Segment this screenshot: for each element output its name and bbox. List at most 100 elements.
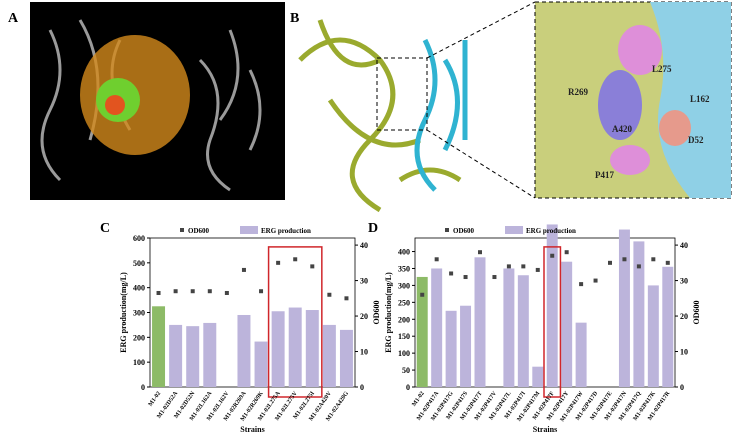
od-point xyxy=(190,289,195,294)
y2-tick-label: 40 xyxy=(680,241,688,250)
y-axis-title: ERG production(mg/L) xyxy=(119,272,128,353)
y-tick-label: 500 xyxy=(133,259,145,268)
legend-swatch xyxy=(505,226,523,234)
highlight-box xyxy=(267,246,323,398)
od-point xyxy=(478,250,482,255)
od-point xyxy=(420,292,425,297)
residue-label: A420 xyxy=(612,124,632,134)
legend-marker xyxy=(180,228,184,232)
y2-tick-label: 30 xyxy=(680,277,688,286)
od-point xyxy=(622,257,627,262)
legend-entry: OD600 xyxy=(188,227,210,235)
bar xyxy=(618,229,630,387)
inset-region xyxy=(610,145,650,175)
y-tick-label: 300 xyxy=(398,281,410,290)
y2-tick-label: 40 xyxy=(360,241,368,250)
inset-region xyxy=(598,70,642,140)
x-axis-title: Strains xyxy=(240,425,264,434)
bar xyxy=(271,311,285,387)
od-point xyxy=(636,264,641,269)
bar xyxy=(575,322,587,387)
bar xyxy=(237,314,251,387)
bar xyxy=(662,266,674,387)
od-point xyxy=(327,292,332,297)
inset-region xyxy=(659,110,691,146)
od-point xyxy=(434,257,439,262)
od-point xyxy=(310,264,315,269)
y2-tick-label: 10 xyxy=(360,348,368,357)
legend-entry: ERG production xyxy=(526,227,576,235)
od-point xyxy=(564,250,569,255)
panel-label: A xyxy=(8,11,19,26)
protein-b xyxy=(298,19,468,213)
od-point xyxy=(207,289,212,294)
bar xyxy=(474,257,486,387)
od-point xyxy=(651,257,656,262)
x-tick-label: M1-02 xyxy=(411,391,425,408)
bar xyxy=(561,261,573,387)
residue-label: P417 xyxy=(595,170,614,180)
legend-swatch xyxy=(240,226,258,234)
bar xyxy=(503,268,515,387)
y-tick-label: 200 xyxy=(398,315,410,324)
od-point xyxy=(344,296,349,301)
bar xyxy=(633,241,645,387)
y2-axis-title: OD600 xyxy=(372,301,381,325)
od-point xyxy=(550,253,555,258)
x-tick-label: M1-02 xyxy=(148,391,162,408)
od-point xyxy=(224,290,229,295)
y-tick-label: 150 xyxy=(398,332,410,341)
y-tick-label: 400 xyxy=(398,248,410,257)
y2-tick-label: 0 xyxy=(680,383,684,392)
od-point xyxy=(492,275,497,280)
od-point xyxy=(506,264,511,269)
od-point xyxy=(156,290,161,295)
bar xyxy=(460,305,472,387)
y-tick-label: 0 xyxy=(141,383,145,392)
od-point xyxy=(521,264,526,269)
bar xyxy=(288,307,302,387)
y-tick-label: 50 xyxy=(402,366,410,375)
bar xyxy=(546,224,558,387)
bar xyxy=(339,329,353,387)
od-point xyxy=(463,275,468,280)
bar xyxy=(186,326,200,387)
od-point xyxy=(259,289,264,294)
panel-label: C xyxy=(100,221,110,236)
od-point xyxy=(293,257,298,262)
y-tick-label: 100 xyxy=(133,358,145,367)
bar xyxy=(169,324,183,387)
y-tick-label: 0 xyxy=(406,383,410,392)
y2-tick-label: 10 xyxy=(680,348,688,357)
od-point xyxy=(608,260,612,265)
bar xyxy=(647,285,659,387)
y-tick-label: 350 xyxy=(398,264,410,273)
zoom-line xyxy=(426,1,536,59)
y-tick-label: 100 xyxy=(398,349,410,358)
od-point xyxy=(593,278,598,283)
bar xyxy=(152,306,166,387)
y2-axis-title: OD600 xyxy=(692,301,701,325)
residue-label: D52 xyxy=(688,135,704,145)
bar xyxy=(203,322,217,387)
y-tick-label: 250 xyxy=(398,298,410,307)
bar xyxy=(517,275,529,387)
od-point xyxy=(579,282,584,287)
od-point xyxy=(449,271,454,276)
od-point xyxy=(276,260,281,265)
y2-tick-label: 20 xyxy=(680,312,688,321)
od-point xyxy=(241,267,246,272)
y2-tick-label: 0 xyxy=(360,383,364,392)
legend-entry: OD600 xyxy=(453,227,475,235)
inset-region xyxy=(618,25,662,75)
plot-frame xyxy=(414,237,676,388)
legend-marker xyxy=(445,228,449,232)
bar xyxy=(445,310,457,387)
bar xyxy=(305,310,319,387)
residue-label: L275 xyxy=(652,64,672,74)
od-point xyxy=(665,260,670,265)
ligand xyxy=(105,95,125,115)
y2-tick-label: 20 xyxy=(360,312,368,321)
od-point xyxy=(173,289,178,294)
